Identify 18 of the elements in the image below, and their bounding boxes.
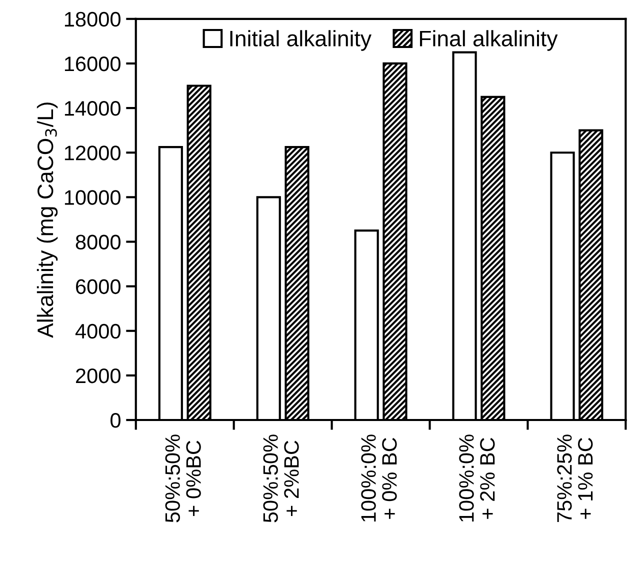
y-tick-label: 2000 — [76, 368, 120, 384]
y-tick-label: 0 — [110, 413, 120, 428]
x-tick-label: 100%:0% + 2% BC — [459, 434, 495, 522]
legend-label: Final alkalinity — [420, 30, 558, 51]
y-axis-title: Alkalinity (mg CaCO$_{3}$/L) — [36, 102, 58, 338]
legend-label: Initial alkalinity — [230, 30, 372, 51]
y-tick-label: 8000 — [76, 234, 120, 250]
x-tick-label: 100%:0% + 0% BC — [361, 434, 397, 522]
y-tick-label: 6000 — [76, 279, 120, 294]
x-tick-label: 50%:50% + 2%BC — [263, 434, 299, 522]
y-tick-label: 16000 — [64, 56, 120, 72]
y-tick-label: 18000 — [64, 12, 120, 27]
x-tick-label: 50%:50% + 0%BC — [165, 434, 201, 522]
y-tick-label: 14000 — [64, 101, 120, 116]
x-tick-label: 75%:25% + 1% BC — [557, 434, 593, 522]
y-tick-label: 4000 — [75, 324, 120, 339]
y-tick-label: 12000 — [64, 146, 120, 160]
y-tick-label: 10000 — [64, 190, 120, 205]
